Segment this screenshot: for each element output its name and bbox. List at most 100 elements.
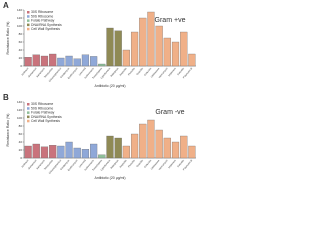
bar <box>122 49 130 67</box>
x-tick-label: Trimethoprim <box>92 67 103 80</box>
y-tick-label: 40 <box>19 48 23 52</box>
bar <box>81 54 90 67</box>
bar <box>40 146 49 159</box>
panel-label: A <box>3 1 9 10</box>
legend-label: 30S Ribosome <box>31 102 53 106</box>
bar <box>122 145 130 159</box>
x-tick-label: Ampicillin <box>119 67 128 77</box>
bar <box>73 147 81 159</box>
bar <box>147 11 155 67</box>
legend-swatch <box>27 107 30 110</box>
chart-title: Gram -ve <box>155 109 184 116</box>
x-tick-label: Rifampicin <box>110 67 120 78</box>
chart-title: Gram +ve <box>155 17 186 24</box>
x-tick-label: Ciprofloxacin <box>100 159 112 172</box>
y-tick-label: 20 <box>19 56 23 60</box>
x-tick-label: Polymyxin B <box>182 67 193 79</box>
bar <box>90 56 98 67</box>
x-tick-label: Erythromycin <box>67 159 79 172</box>
legend-label: 30S Ribosome <box>31 10 53 14</box>
x-tick-label: Polymyxin B <box>182 159 193 171</box>
legend-label: 50S Ribosome <box>31 106 53 110</box>
bar <box>171 41 180 67</box>
legend-label: Folate Pathway <box>31 111 55 115</box>
bar <box>98 154 106 159</box>
bar <box>130 31 139 67</box>
bar <box>24 57 32 67</box>
x-tick-label: Tetracycline <box>44 67 55 79</box>
y-tick-label: 100 <box>17 24 22 28</box>
y-tick-label: 60 <box>19 40 23 44</box>
x-axis-label: Antibiotic (20 µg/ml) <box>95 176 126 180</box>
legend-swatch <box>27 119 30 123</box>
x-tick-label: Imipenem <box>168 67 177 77</box>
bar <box>57 57 65 67</box>
bar <box>147 119 155 159</box>
x-tick-label: Clindamycin <box>60 67 71 79</box>
x-tick-label: Vancomycin <box>158 159 169 171</box>
bar <box>171 141 180 159</box>
bar <box>180 135 188 159</box>
x-tick-label: Ciprofloxacin <box>100 67 112 80</box>
bar <box>49 53 57 67</box>
x-tick-label: Penicillin <box>127 159 136 169</box>
x-tick-label: Cefazolin <box>144 67 153 77</box>
x-tick-label: Ceftriaxone <box>150 67 161 79</box>
y-tick-label: 60 <box>19 132 23 136</box>
legend-swatch <box>27 27 30 31</box>
bar <box>32 54 40 67</box>
x-tick-label: Ceftriaxone <box>150 159 161 171</box>
x-tick-label: Gentamicin <box>27 67 38 79</box>
y-tick-label: 40 <box>19 140 23 144</box>
bar <box>81 149 90 159</box>
bar <box>106 135 114 159</box>
x-tick-label: Kanamycin <box>36 159 46 171</box>
bar <box>32 143 40 159</box>
x-tick-label: Erythromycin <box>67 67 79 80</box>
x-tick-label: Amikacin <box>21 67 30 77</box>
y-tick-label: 80 <box>19 32 23 36</box>
bar <box>90 143 98 159</box>
legend-label: DNA/RNA Synthesis <box>31 23 62 27</box>
y-tick-label: 120 <box>17 16 22 20</box>
x-tick-label: Azithromycin <box>84 67 96 80</box>
legend-label: DNA/RNA Synthesis <box>31 115 62 119</box>
bar <box>49 145 57 159</box>
legend-swatch <box>27 115 30 119</box>
x-tick-label: Azithromycin <box>84 159 96 172</box>
x-tick-label: Gentamicin <box>27 159 38 171</box>
legend-swatch <box>27 103 30 106</box>
bar <box>24 145 32 159</box>
x-tick-label: Linezolid <box>78 67 87 77</box>
x-tick-label: Oxacillin <box>136 159 145 168</box>
x-tick-label: Cefoxitin <box>177 159 186 169</box>
legend-label: Cell Wall Synthesis <box>31 119 60 123</box>
figure: A Gram +ve Resistance Ratio (%) Antibiotic … <box>3 1 196 180</box>
x-tick-label: Trimethoprim <box>92 159 103 172</box>
bar <box>188 53 196 67</box>
x-tick-label: Kanamycin <box>36 67 46 79</box>
bar <box>163 137 171 159</box>
x-tick-label: Penicillin <box>127 67 136 77</box>
x-tick-label: Amikacin <box>21 159 30 169</box>
bar <box>106 27 114 67</box>
bar <box>57 145 65 159</box>
y-tick-label: 80 <box>19 124 23 128</box>
y-axis-label: Resistance Ratio (%) <box>6 22 10 55</box>
bar <box>139 123 147 159</box>
y-tick-label: 120 <box>17 108 22 112</box>
y-tick-label: 140 <box>17 8 22 12</box>
legend-swatch <box>27 11 30 14</box>
legend-swatch <box>27 23 30 27</box>
y-tick-label: 0 <box>20 64 22 68</box>
legend-swatch <box>27 15 30 18</box>
x-tick-label: Tetracycline <box>44 159 55 171</box>
y-tick-label: 0 <box>20 156 22 160</box>
bar <box>73 58 81 67</box>
bar <box>98 63 106 67</box>
bar <box>139 17 147 67</box>
x-tick-label: Clindamycin <box>60 159 71 171</box>
x-tick-label: Cefoxitin <box>177 67 186 77</box>
bar <box>163 37 171 67</box>
panel-label: B <box>3 93 9 102</box>
